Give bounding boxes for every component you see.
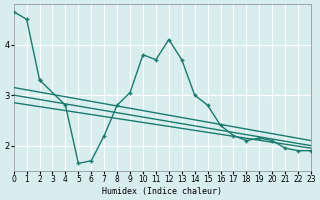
X-axis label: Humidex (Indice chaleur): Humidex (Indice chaleur)	[102, 187, 222, 196]
